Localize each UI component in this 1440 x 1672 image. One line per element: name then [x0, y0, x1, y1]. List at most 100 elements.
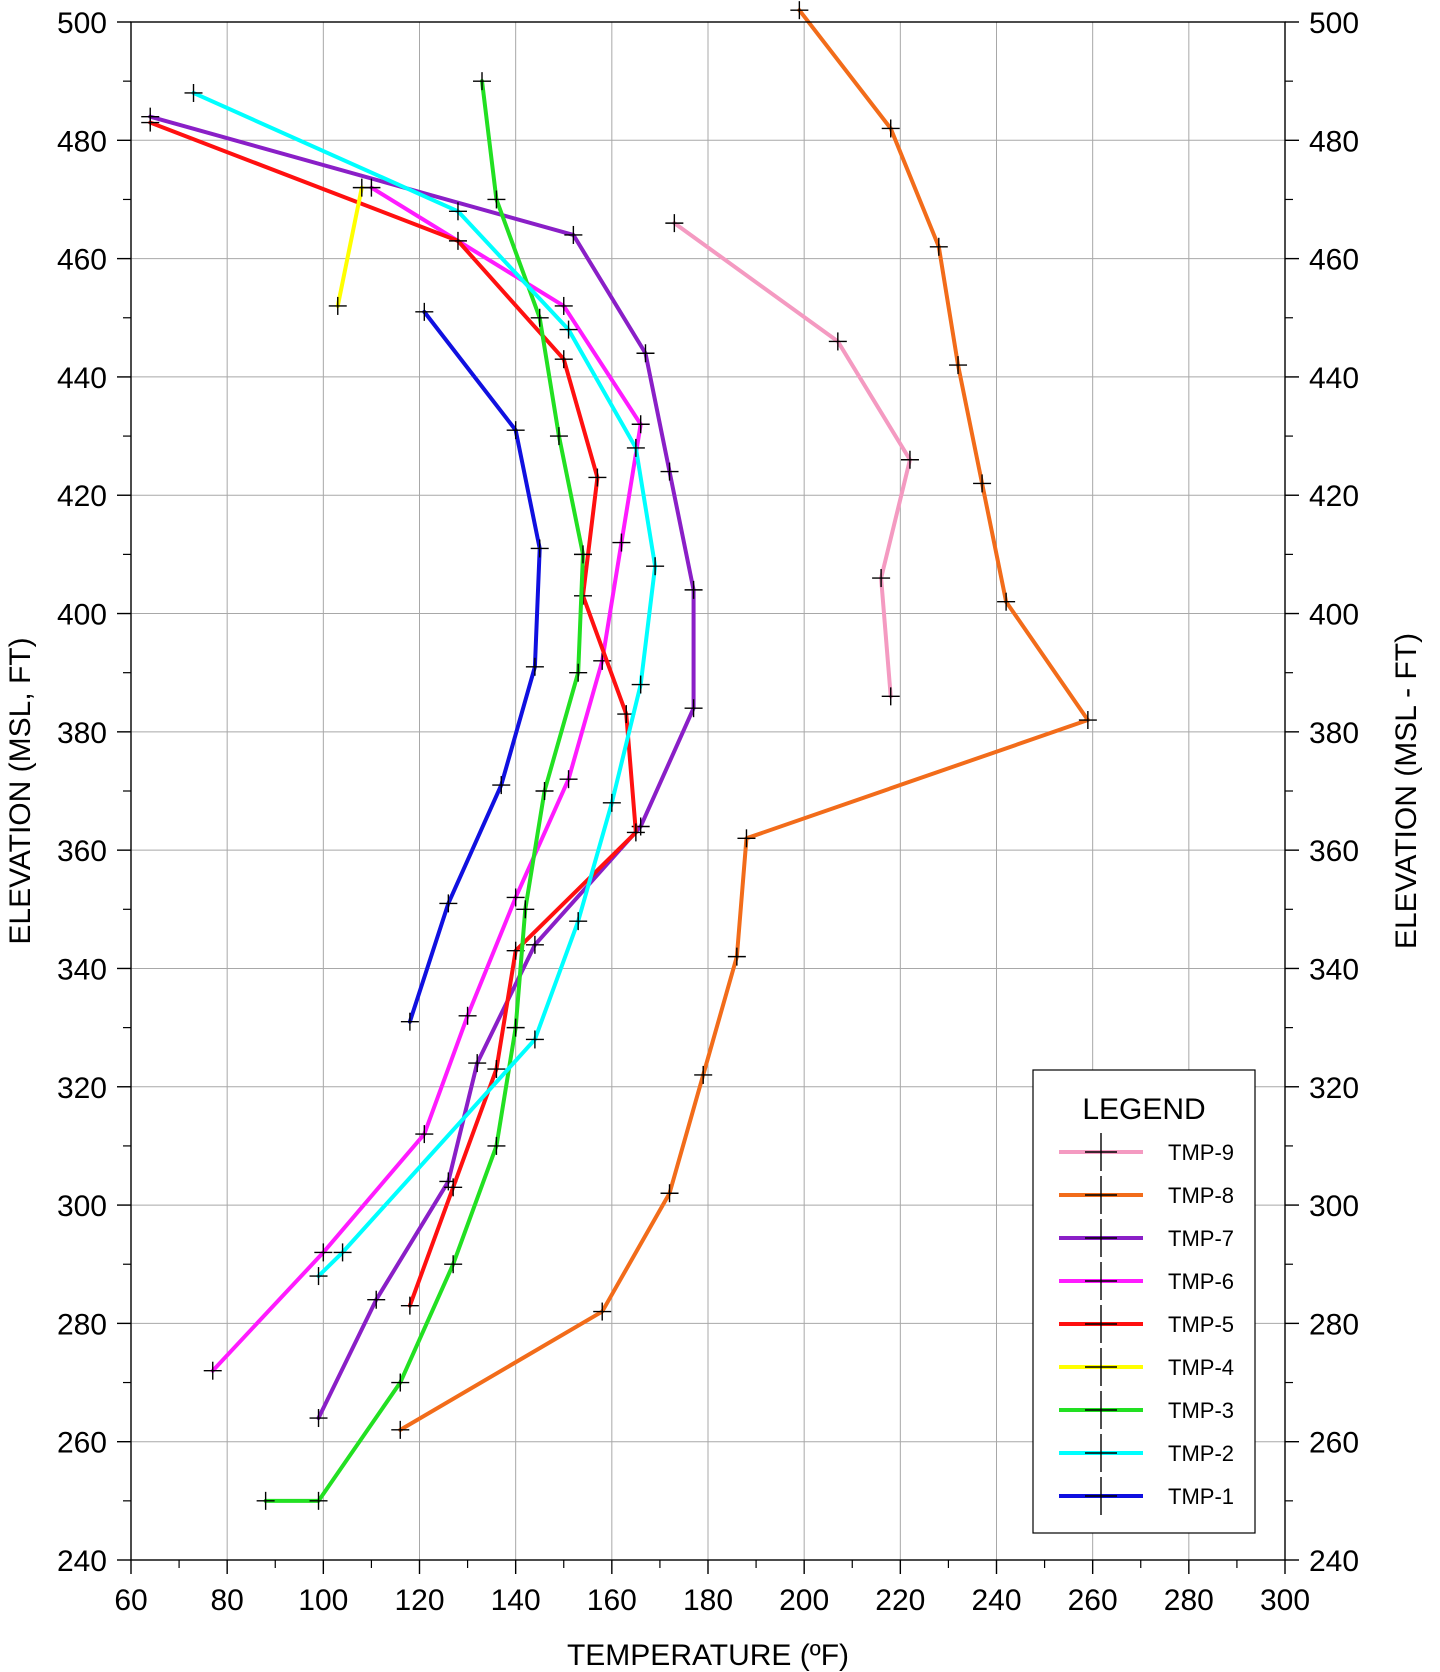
x-tick-label: 300	[1260, 1584, 1310, 1617]
data-point	[473, 72, 492, 91]
data-point	[973, 474, 992, 493]
data-point	[400, 1012, 419, 1031]
data-point	[881, 119, 900, 138]
y-tick-label-right: 360	[1309, 835, 1359, 868]
data-point	[646, 557, 665, 576]
data-point	[184, 83, 203, 102]
y-tick-label-left: 360	[57, 835, 107, 868]
y-tick-label-left: 460	[57, 244, 107, 277]
data-point	[828, 332, 847, 351]
legend-label: TMP-8	[1168, 1183, 1234, 1208]
x-tick-label: 240	[971, 1584, 1021, 1617]
x-tick-label: 80	[210, 1584, 243, 1617]
data-point	[444, 1178, 463, 1197]
legend-item-tmp-5: TMP-5	[1059, 1305, 1234, 1343]
data-point	[525, 935, 544, 954]
y-tick-label-left: 260	[57, 1427, 107, 1460]
y-tick-label-right: 340	[1309, 953, 1359, 986]
data-point	[516, 900, 535, 919]
x-tick-label: 280	[1164, 1584, 1214, 1617]
series-tmp-6	[203, 178, 650, 1380]
data-point	[660, 1184, 679, 1203]
y-tick-label-left: 240	[57, 1545, 107, 1578]
y-tick-label-left: 320	[57, 1072, 107, 1105]
series-line	[148, 114, 696, 1421]
data-point	[564, 225, 583, 244]
y-tick-label-right: 260	[1309, 1427, 1359, 1460]
data-point	[309, 1409, 328, 1428]
legend-item-tmp-9: TMP-9	[1059, 1133, 1234, 1171]
data-point	[737, 829, 756, 848]
series-tmp-5	[141, 113, 645, 1315]
legend-item-tmp-1: TMP-1	[1059, 1477, 1234, 1515]
data-point	[333, 1243, 352, 1262]
legend-label: TMP-7	[1168, 1226, 1234, 1251]
data-point	[391, 1373, 410, 1392]
y-tick-label-left: 400	[57, 599, 107, 632]
data-point	[554, 296, 573, 315]
series-tmp-3	[256, 72, 592, 1510]
y-tick-label-right: 460	[1309, 244, 1359, 277]
data-point	[997, 592, 1016, 611]
y-tick-label-left: 340	[57, 953, 107, 986]
legend-box	[1032, 1069, 1256, 1534]
data-point	[309, 1267, 328, 1286]
data-point	[367, 1290, 386, 1309]
data-point	[448, 231, 467, 250]
legend-item-tmp-4: TMP-4	[1059, 1348, 1234, 1386]
legend-item-tmp-8: TMP-8	[1059, 1176, 1234, 1214]
data-point	[631, 675, 650, 694]
series-tmp-7	[141, 107, 703, 1428]
y-tick-label-left: 300	[57, 1190, 107, 1223]
data-point	[309, 1491, 328, 1510]
series-tmp-8	[391, 1, 1097, 1439]
data-point	[506, 1018, 525, 1037]
data-point	[684, 699, 703, 718]
data-point	[694, 1065, 713, 1084]
data-point	[665, 214, 684, 233]
legend: LEGEND TMP-9 TMP-8 TMP-7 TMP-6 TMP-5 TMP-4 TMP…	[1032, 1069, 1256, 1534]
series-tmp-4	[328, 178, 371, 315]
y-tick-label-left: 440	[57, 362, 107, 395]
series-tmp-1	[400, 302, 549, 1031]
x-tick-label: 120	[394, 1584, 444, 1617]
data-point	[559, 770, 578, 789]
data-point	[525, 657, 544, 676]
y-axis-title-right: ELEVATION (MSL - FT)	[1390, 633, 1423, 949]
legend-label: TMP-3	[1168, 1398, 1234, 1423]
data-point	[660, 462, 679, 481]
data-point	[626, 823, 645, 842]
series-layer	[141, 1, 1097, 1510]
data-point	[593, 1302, 612, 1321]
series-line	[672, 221, 912, 699]
data-point	[328, 296, 347, 315]
data-point	[636, 344, 655, 363]
legend-label: TMP-1	[1168, 1484, 1234, 1509]
series-line	[148, 120, 638, 1308]
data-point	[314, 1243, 333, 1262]
data-point	[790, 1, 809, 20]
x-axis-title: TEMPERATURE (ºF)	[567, 1639, 849, 1672]
data-point	[631, 415, 650, 434]
y-tick-label-right: 500	[1309, 7, 1359, 40]
legend-item-tmp-6: TMP-6	[1059, 1262, 1234, 1300]
data-point	[506, 421, 525, 440]
data-point	[525, 1030, 544, 1049]
y-tick-label-right: 420	[1309, 480, 1359, 513]
legend-title: LEGEND	[1082, 1093, 1205, 1126]
y-tick-label-right: 280	[1309, 1308, 1359, 1341]
legend-label: TMP-9	[1168, 1140, 1234, 1165]
legend-item-tmp-7: TMP-7	[1059, 1219, 1234, 1257]
data-point	[554, 350, 573, 369]
x-tick-label: 60	[114, 1584, 147, 1617]
data-point	[727, 947, 746, 966]
series-tmp-9	[665, 214, 919, 706]
legend-item-tmp-2: TMP-2	[1059, 1434, 1234, 1472]
series-line	[191, 90, 658, 1279]
x-tick-label: 140	[491, 1584, 541, 1617]
series-line	[407, 309, 542, 1024]
data-point	[468, 1054, 487, 1073]
data-point	[141, 113, 160, 132]
data-point	[535, 782, 554, 800]
